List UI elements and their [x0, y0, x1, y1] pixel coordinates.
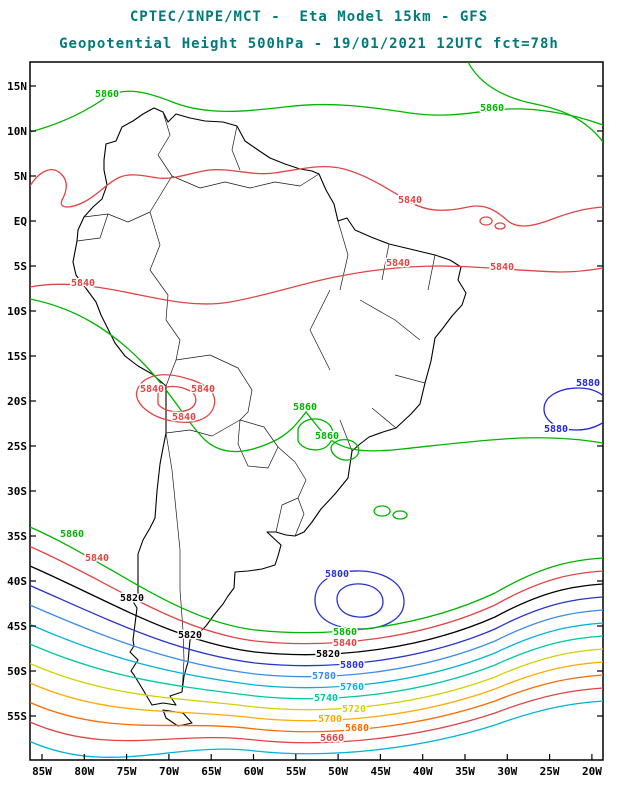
- lat-tick-label: 50S: [7, 665, 27, 678]
- contour-label-5840: 5840: [140, 384, 164, 395]
- contour-label-5860: 5860: [293, 402, 317, 413]
- lon-tick-label: 60W: [244, 765, 264, 778]
- contour-5860-blob: [297, 418, 334, 451]
- lat-tick-label: 30S: [7, 485, 27, 498]
- lat-tick-label: 40S: [7, 575, 27, 588]
- contour-label-5860: 5860: [60, 529, 84, 540]
- lon-tick-label: 80W: [74, 765, 94, 778]
- contour-5840-bolivia-inner: [157, 385, 197, 413]
- lat-tick-label: 10S: [7, 305, 27, 318]
- contour-label-5860: 5860: [315, 431, 339, 442]
- contour-5760: [30, 622, 603, 689]
- contour-label-5840: 5840: [172, 412, 196, 423]
- contour-label-5800: 5800: [340, 660, 364, 671]
- lon-tick-label: 70W: [159, 765, 179, 778]
- contour-5860-blob: [330, 438, 360, 461]
- contour-label-5840: 5840: [191, 384, 215, 395]
- lat-tick-label: 15N: [7, 80, 27, 93]
- contour-label-5840: 5840: [333, 638, 357, 649]
- lat-tick-label: 15S: [7, 350, 27, 363]
- contour-label-5800: 5800: [325, 569, 349, 580]
- contours-static: [30, 62, 603, 630]
- contour-5740: [30, 635, 603, 700]
- contour-5860: [30, 526, 603, 634]
- chart-title-line1: CPTEC/INPE/MCT - Eta Model 15km - GFS: [129, 9, 489, 25]
- contour-label-5860: 5860: [95, 89, 119, 100]
- chart-header: CPTEC/INPE/MCT - Eta Model 15km - GFS Ge…: [0, 4, 618, 58]
- lon-tick-label: 35W: [455, 765, 475, 778]
- lat-tick-label: 5N: [14, 170, 27, 183]
- contour-5840-bolivia-outer: [135, 374, 216, 423]
- lon-tick-label: 45W: [370, 765, 390, 778]
- contour-5860-middle: [30, 298, 603, 453]
- contour-label-5760: 5760: [340, 682, 364, 693]
- lat-tick-label: 10N: [7, 125, 27, 138]
- contour-5660: [30, 687, 603, 744]
- chart-title-line2: Geopotential Height 500hPa - 19/01/2021 …: [59, 36, 559, 52]
- lat-tick-label: 45S: [7, 620, 27, 633]
- lon-tick-label: 30W: [497, 765, 517, 778]
- contour-5680: [30, 674, 603, 733]
- contour-5840-small-loop: [494, 222, 506, 230]
- lon-tick-label: 25W: [540, 765, 560, 778]
- contour-label-5880: 5880: [576, 378, 600, 389]
- lon-tick-label: 85W: [32, 765, 52, 778]
- contour-5840-south-branch: [30, 265, 603, 305]
- contour-label-5880: 5880: [544, 424, 568, 435]
- contour-label-5680: 5680: [345, 723, 369, 734]
- lat-tick-label: 35S: [7, 530, 27, 543]
- lon-tick-label: 20W: [582, 765, 602, 778]
- contour-label-5820: 5820: [316, 649, 340, 660]
- contour-5780: [30, 604, 603, 678]
- contour-5840-north: [30, 166, 603, 227]
- contour-label-5860: 5860: [480, 103, 504, 114]
- contour-label-5720: 5720: [342, 704, 366, 715]
- contour-5720: [30, 648, 603, 711]
- contour-label-5660: 5660: [320, 733, 344, 744]
- contour-5820: [30, 565, 603, 656]
- axis-ticks: 15N 10N 5N EQ 5S 10S 15S 20S 25S 30S 35S 40S 45S 50S 5…: [7, 80, 603, 778]
- lon-tick-label: 50W: [328, 765, 348, 778]
- contour-5800-cutoff-inner: [336, 583, 384, 618]
- lon-tick-label: 40W: [413, 765, 433, 778]
- contour-label-5840: 5840: [71, 278, 95, 289]
- contour-label-5860: 5860: [333, 627, 357, 638]
- contour-label-5820: 5820: [178, 630, 202, 641]
- contour-5860-northeast: [467, 62, 603, 143]
- contour-label-5740: 5740: [314, 693, 338, 704]
- lon-tick-label: 65W: [201, 765, 221, 778]
- lat-tick-label: 5S: [14, 260, 27, 273]
- contour-5800: [30, 584, 603, 667]
- contour-5840-small-loop: [479, 216, 493, 226]
- lat-tick-label: 25S: [7, 440, 27, 453]
- contour-5860-blob: [373, 505, 391, 517]
- contour-label-5840: 5840: [398, 195, 422, 206]
- map-frame: [29, 61, 604, 761]
- contour-5880-high: [543, 387, 603, 431]
- contour-label-5700: 5700: [318, 714, 342, 725]
- lat-tick-label: EQ: [14, 215, 28, 228]
- contour-5860-blob: [392, 510, 408, 520]
- contour-5840: [30, 545, 603, 645]
- contour-5700: [30, 661, 603, 722]
- contour-5860-north: [30, 90, 603, 133]
- contour-5800-cutoff-outer: [314, 570, 405, 630]
- contour-label-5840: 5840: [85, 553, 109, 564]
- lat-tick-label: 20S: [7, 395, 27, 408]
- contour-label-5840: 5840: [490, 262, 514, 273]
- contour-5640: [30, 700, 603, 758]
- contour-label-5820: 5820: [120, 593, 144, 604]
- lon-tick-label: 55W: [286, 765, 306, 778]
- contour-label-5780: 5780: [312, 671, 336, 682]
- contours-band: [30, 526, 603, 758]
- lon-tick-label: 75W: [117, 765, 137, 778]
- country-borders: [76, 111, 436, 693]
- lat-tick-label: 55S: [7, 710, 27, 723]
- contour-label-5840: 5840: [386, 258, 410, 269]
